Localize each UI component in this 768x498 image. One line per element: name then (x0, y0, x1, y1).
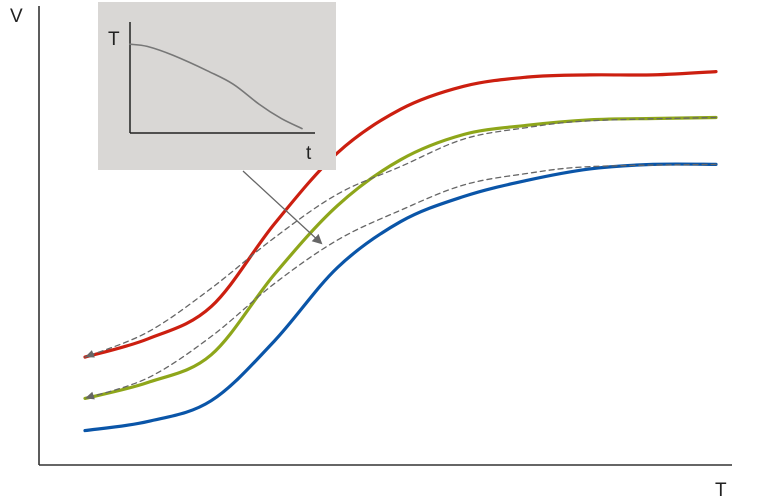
inset-series-line-0 (129, 43, 303, 130)
inset-x-axis-label: t (306, 143, 312, 164)
inset-panel (98, 2, 336, 170)
series-layer (83, 70, 718, 433)
series-arrowhead-4 (85, 391, 95, 400)
series-line-1 (83, 115, 718, 400)
series-line-0 (83, 70, 718, 359)
y-axis-label: V (10, 6, 23, 27)
inset-layer (129, 43, 303, 130)
inset-pointer-arrow (242, 170, 323, 245)
inset-y-axis-label: T (108, 29, 120, 50)
series-arrowhead-3 (85, 350, 95, 358)
x-axis-label: T (715, 480, 727, 498)
series-line-3 (84, 116, 717, 358)
series-line-4 (84, 163, 717, 400)
series-line-2 (83, 162, 718, 433)
